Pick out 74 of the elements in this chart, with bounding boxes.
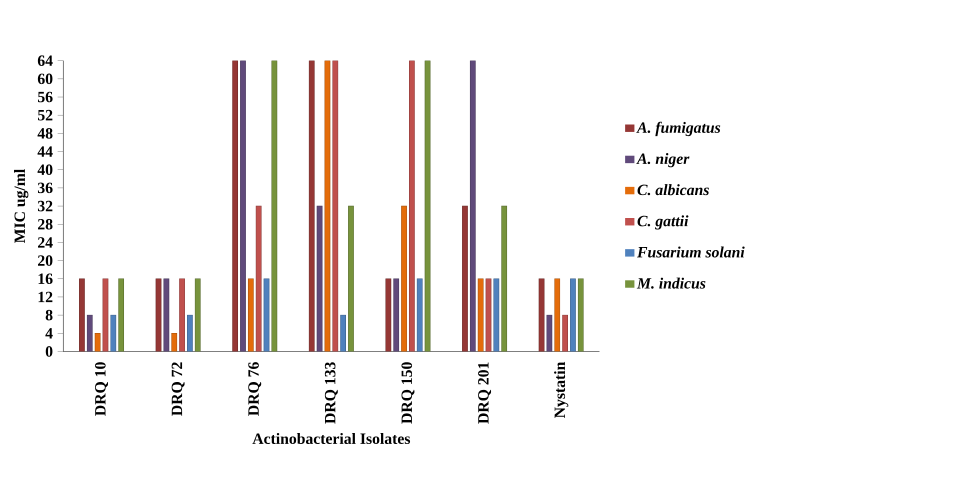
bar [271, 60, 278, 352]
bar [324, 60, 330, 352]
bar [332, 60, 338, 352]
bar [554, 278, 560, 352]
bar [578, 278, 584, 352]
bar [501, 206, 508, 352]
bar [248, 278, 254, 352]
y-tick-label: 12 [38, 292, 52, 302]
y-tick-label: 16 [38, 274, 53, 284]
bar [486, 278, 492, 352]
bar [232, 60, 238, 352]
bar [393, 278, 400, 352]
bar [348, 206, 354, 352]
legend-label: C. albicans [638, 184, 709, 196]
bar [416, 278, 423, 352]
bar [462, 206, 468, 352]
y-tick-label: 48 [38, 128, 53, 139]
y-axis-title: MIC ug/ml [14, 169, 28, 244]
x-axis-title: Actinobacterial Isolates [252, 433, 410, 444]
bar [470, 60, 476, 352]
legend-label: Fusarium solani [637, 246, 745, 258]
bar [424, 60, 430, 352]
bar [156, 278, 162, 352]
bar [308, 60, 315, 352]
y-tick-label: 44 [38, 146, 53, 157]
legend-label: A. niger [636, 153, 690, 168]
bar [102, 278, 108, 352]
bar [110, 315, 116, 352]
bar [86, 315, 93, 352]
bar [256, 206, 262, 352]
y-tick-label: 20 [38, 256, 52, 266]
bar [194, 278, 201, 352]
x-tick-label: DRQ 72 [172, 362, 185, 416]
bar [538, 278, 544, 352]
legend-label: C. gattii [638, 216, 688, 230]
y-tick-label: 52 [38, 110, 52, 121]
bar [401, 206, 407, 352]
y-tick-label: 28 [38, 219, 53, 230]
bar [385, 278, 392, 352]
bar [187, 315, 193, 352]
bar [264, 278, 270, 352]
bar [94, 333, 100, 352]
bar [340, 315, 346, 352]
bar [409, 60, 415, 352]
bar [164, 278, 170, 352]
y-tick-label: 24 [38, 237, 53, 248]
y-tick-label: 4 [45, 328, 53, 339]
x-tick-label: DRQ 10 [95, 362, 108, 416]
bar [562, 315, 568, 352]
y-tick-label: 60 [38, 74, 52, 84]
y-tick-label: 32 [38, 201, 52, 212]
x-tick-label: DRQ 150 [401, 362, 414, 424]
x-tick-label: DRQ 201 [478, 362, 492, 424]
bar [478, 278, 484, 352]
bar [118, 278, 124, 352]
bar [493, 278, 500, 352]
y-tick-label: 64 [38, 56, 53, 66]
x-tick-label: Nystatin [554, 362, 568, 418]
x-tick-label: DRQ 76 [248, 362, 262, 416]
bar [171, 333, 178, 352]
bar [179, 278, 185, 352]
y-tick-label: 0 [46, 346, 52, 357]
legend-label: A. fumigatus [636, 122, 720, 136]
bar [570, 278, 576, 352]
y-tick-label: 56 [38, 92, 53, 103]
bar [316, 206, 322, 352]
bar [546, 315, 552, 352]
bar [79, 278, 85, 352]
y-tick-label: 40 [38, 164, 52, 176]
y-tick-label: 8 [46, 310, 53, 321]
y-tick-label: 36 [38, 182, 53, 194]
x-tick-label: DRQ 133 [324, 362, 338, 424]
legend-label: M. indicus [636, 278, 706, 289]
bar [240, 60, 246, 352]
